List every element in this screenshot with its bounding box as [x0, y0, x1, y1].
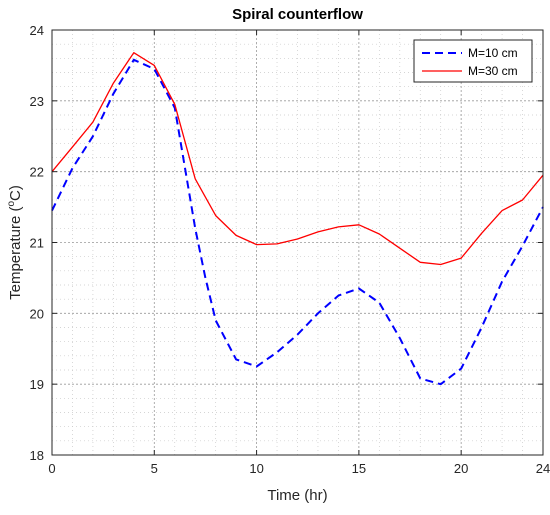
- y-axis-label-degree: o: [6, 201, 17, 207]
- legend: M=10 cm M=30 cm: [413, 39, 533, 83]
- x-tick-label: 5: [151, 461, 158, 476]
- y-tick-label: 24: [30, 23, 44, 38]
- x-axis-ticks: 0 5 10 15 20 24: [48, 30, 550, 476]
- y-tick-label: 18: [30, 448, 44, 463]
- x-tick-label: 10: [249, 461, 263, 476]
- legend-entries: M=10 cm M=30 cm: [422, 46, 518, 78]
- x-tick-label: 24: [536, 461, 550, 476]
- chart-title: Spiral counterflow: [232, 6, 363, 23]
- x-axis-label: Time (hr): [267, 487, 327, 504]
- y-axis-ticks: 18 19 20 21 22 23 24: [30, 23, 543, 463]
- x-tick-label: 15: [352, 461, 366, 476]
- legend-label-2: M=30 cm: [468, 64, 518, 78]
- y-tick-label: 21: [30, 236, 44, 251]
- y-axis-label-main: Temperature (: [7, 207, 24, 300]
- legend-label-1: M=10 cm: [468, 46, 518, 60]
- y-tick-label: 19: [30, 377, 44, 392]
- series-group: [51, 52, 544, 386]
- series-line-2: [51, 52, 544, 266]
- major-grid: [52, 30, 543, 455]
- y-tick-label: 22: [30, 165, 44, 180]
- y-tick-label: 23: [30, 94, 44, 109]
- y-axis-label: Temperature (oC): [6, 185, 24, 300]
- legend-box: [413, 39, 533, 83]
- series-line-1: [51, 58, 544, 386]
- x-tick-label: 0: [48, 461, 55, 476]
- y-tick-label: 20: [30, 306, 44, 321]
- y-axis-label-unit: C): [7, 185, 24, 201]
- x-tick-label: 20: [454, 461, 468, 476]
